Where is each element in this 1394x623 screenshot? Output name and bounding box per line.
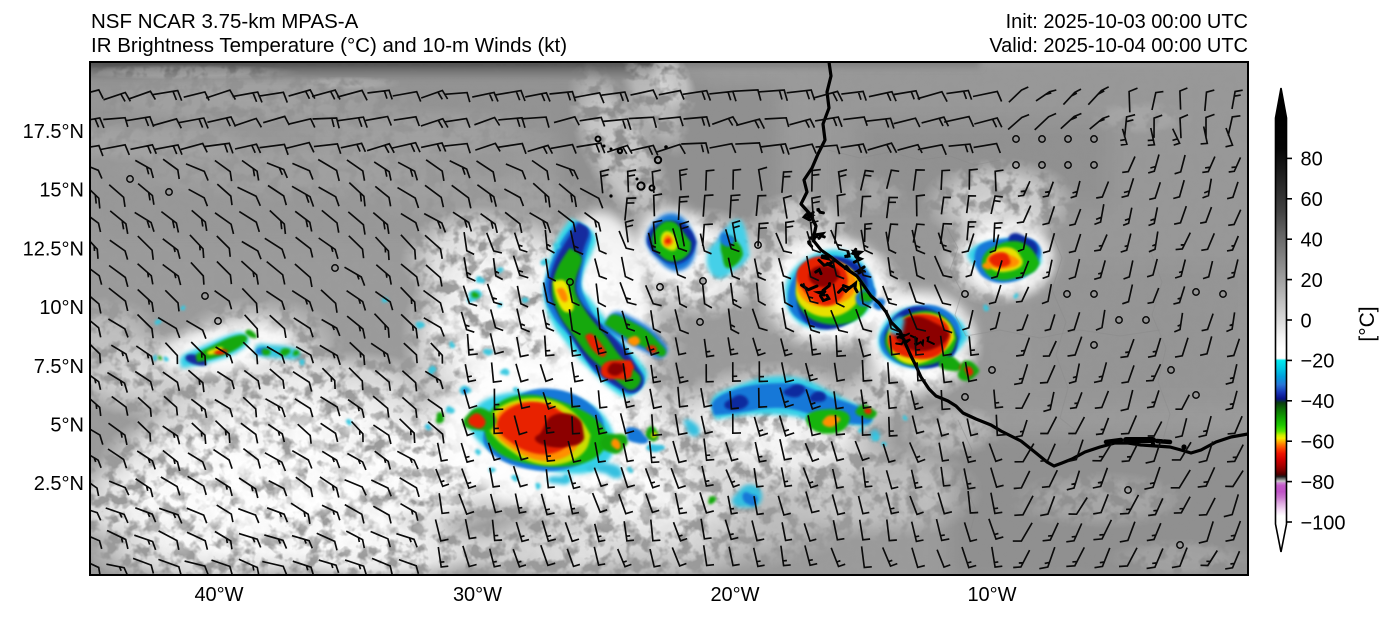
svg-text:20: 20 xyxy=(1301,270,1323,292)
svg-text:5°N: 5°N xyxy=(50,415,84,437)
svg-text:60: 60 xyxy=(1301,189,1323,211)
svg-text:−60: −60 xyxy=(1301,432,1335,454)
svg-text:10°N: 10°N xyxy=(39,297,84,319)
svg-text:Valid: 2025-10-04 00:00 UTC: Valid: 2025-10-04 00:00 UTC xyxy=(989,35,1248,57)
svg-text:40: 40 xyxy=(1301,230,1323,252)
svg-text:10°W: 10°W xyxy=(967,584,1016,606)
svg-text:Init: 2025-10-03 00:00 UTC: Init: 2025-10-03 00:00 UTC xyxy=(1006,11,1248,33)
svg-text:17.5°N: 17.5°N xyxy=(23,121,84,143)
svg-text:−100: −100 xyxy=(1301,512,1346,534)
svg-text:2.5°N: 2.5°N xyxy=(34,473,84,495)
svg-text:12.5°N: 12.5°N xyxy=(23,238,84,260)
svg-text:80: 80 xyxy=(1301,149,1323,171)
svg-text:−40: −40 xyxy=(1301,391,1335,413)
svg-text:15°N: 15°N xyxy=(39,180,84,202)
svg-text:7.5°N: 7.5°N xyxy=(34,356,84,378)
svg-text:20°W: 20°W xyxy=(710,584,759,606)
svg-text:30°W: 30°W xyxy=(453,584,502,606)
svg-text:IR Brightness Temperature (°C): IR Brightness Temperature (°C) and 10-m … xyxy=(91,34,567,57)
svg-text:−20: −20 xyxy=(1301,351,1335,373)
svg-text:NSF NCAR 3.75-km MPAS-A: NSF NCAR 3.75-km MPAS-A xyxy=(91,10,359,33)
svg-text:40°W: 40°W xyxy=(194,584,243,606)
svg-text:−80: −80 xyxy=(1301,472,1335,494)
svg-text:0: 0 xyxy=(1301,310,1312,332)
svg-text:[°C]: [°C] xyxy=(1356,306,1379,341)
